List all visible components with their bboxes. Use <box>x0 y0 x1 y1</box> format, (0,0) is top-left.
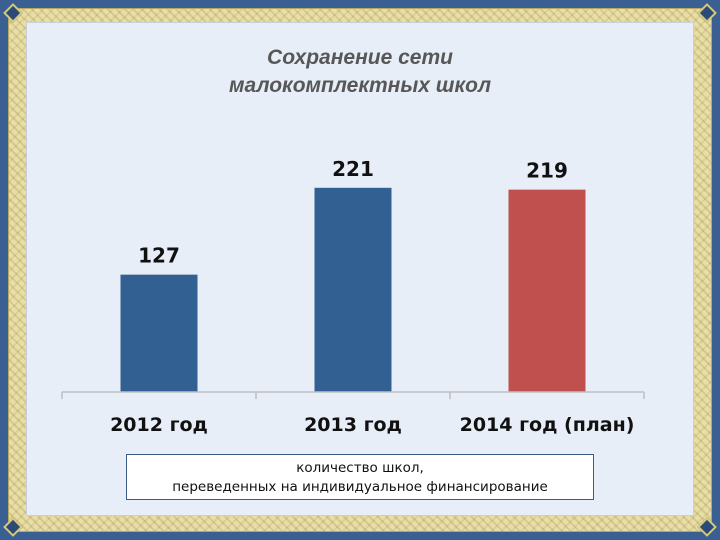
slide-title: Сохранение сети малокомплектных школ <box>100 44 620 100</box>
caption-line-1: количество школ, <box>296 460 424 476</box>
caption-line-2: переведенных на индивидуальное финансиро… <box>172 479 548 495</box>
data-label-3: 219 <box>526 159 568 183</box>
category-label-2: 2013 год <box>304 414 402 436</box>
data-labels-group: 127 221 219 <box>138 157 568 268</box>
category-label-1: 2012 год <box>110 414 208 436</box>
bar-1 <box>120 274 198 392</box>
bar-2 <box>314 187 392 392</box>
category-labels-group: 2012 год 2013 год 2014 год (план) <box>110 414 634 436</box>
category-label-3: 2014 год (план) <box>460 414 635 436</box>
bar-3 <box>508 189 586 392</box>
bars-group <box>120 187 586 392</box>
data-label-2: 221 <box>332 157 374 181</box>
data-label-1: 127 <box>138 244 180 268</box>
title-line-2: малокомплектных школ <box>228 74 492 97</box>
caption-box: количество школ, переведенных на индивид… <box>126 454 594 500</box>
title-line-1: Сохранение сети <box>267 46 453 69</box>
x-axis-ticks <box>61 392 645 399</box>
